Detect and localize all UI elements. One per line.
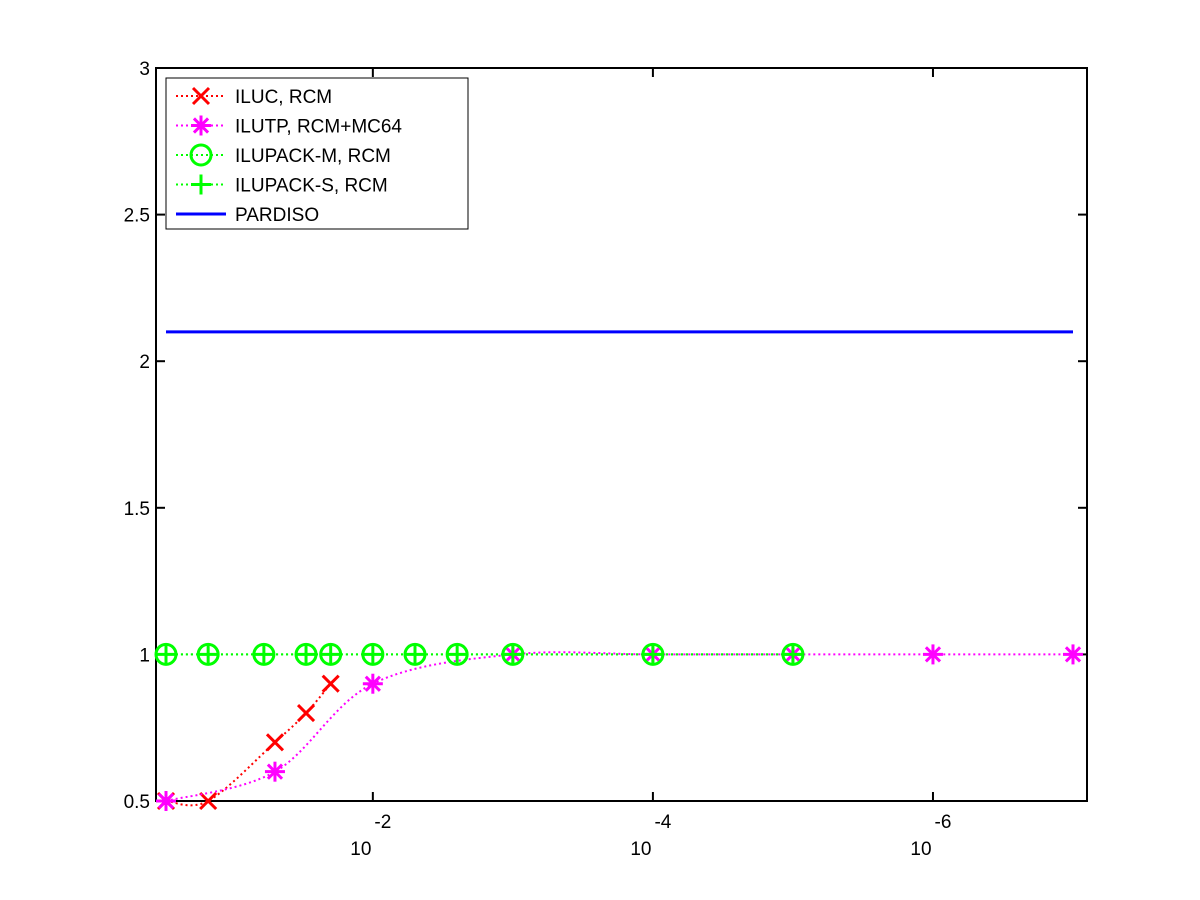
y-tick-label: 1.5 <box>124 499 150 520</box>
y-tick-label: 0.5 <box>124 792 150 813</box>
y-tick-label: 2.5 <box>124 206 150 227</box>
x-marker <box>191 86 211 106</box>
legend-box <box>165 77 469 230</box>
x-marker <box>296 703 316 723</box>
x-tick-label-exponent: -6 <box>935 812 952 833</box>
asterisk-marker <box>266 763 284 780</box>
asterisk-marker <box>192 117 210 134</box>
legend-label: ILUC, RCM <box>235 87 332 108</box>
asterisk-marker <box>157 792 175 810</box>
legend-label: PARDISO <box>235 205 319 226</box>
legend-label: ILUPACK-M, RCM <box>235 146 391 167</box>
circle-marker <box>189 143 213 167</box>
x-axis: 10-210-410-6 <box>350 68 951 860</box>
series-layer <box>154 330 1083 811</box>
x-tick-label-exponent: -4 <box>654 812 671 833</box>
x-marker <box>321 674 340 693</box>
asterisk-marker <box>1064 646 1082 663</box>
asterisk-marker <box>364 675 381 692</box>
legend: ILUC, RCM ILUTP, RCM+MC64 ILUPACK-M, RCM IL… <box>165 77 469 230</box>
x-marker <box>199 791 218 811</box>
x-tick-label-exponent: -2 <box>374 812 391 833</box>
x-tick-label-base: 10 <box>350 839 371 860</box>
legend-label: ILUTP, RCM+MC64 <box>235 117 402 138</box>
x-tick-label-base: 10 <box>910 839 931 860</box>
x-tick-label-base: 10 <box>630 839 651 860</box>
y-tick-label: 3 <box>139 59 150 80</box>
legend-label: ILUPACK-S, RCM <box>235 176 388 197</box>
x-marker <box>265 733 285 752</box>
series-ilupack-s-rcm <box>156 644 803 665</box>
y-tick-label: 2 <box>139 352 150 373</box>
y-tick-label: 1 <box>139 645 150 666</box>
asterisk-marker <box>924 646 942 663</box>
